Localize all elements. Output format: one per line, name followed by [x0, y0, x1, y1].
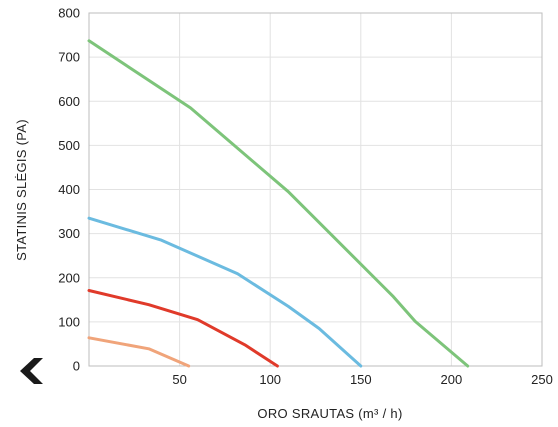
- y-tick-labels: 0 100 200 300 400 500 600 700 800: [58, 6, 80, 374]
- y-tick-label: 500: [58, 138, 80, 153]
- y-tick-label: 800: [58, 6, 80, 21]
- series-line-3: [87, 289, 279, 368]
- grid: [89, 12, 543, 367]
- x-tick-label: 100: [259, 372, 281, 387]
- y-tick-label: 700: [58, 50, 80, 65]
- x-tick-label: 250: [531, 372, 553, 387]
- plot-frame: [88, 12, 543, 367]
- y-tick-label: 300: [58, 226, 80, 241]
- y-tick-label: 200: [58, 270, 80, 285]
- series-line-1: [87, 39, 470, 368]
- chevron-left-icon: [20, 358, 43, 384]
- series-line-4: [87, 336, 191, 368]
- y-axis-title: STATINIS SLĖGIS (PA): [14, 119, 29, 261]
- x-tick-label: 50: [172, 372, 186, 387]
- y-tick-label: 100: [58, 314, 80, 329]
- y-tick-label: 0: [73, 359, 80, 374]
- series-line-2: [87, 216, 363, 368]
- x-tick-labels: 50 100 150 200 250: [172, 372, 552, 387]
- series-group: [87, 39, 470, 368]
- x-tick-label: 150: [350, 372, 372, 387]
- back-button[interactable]: [10, 355, 50, 385]
- x-axis-title: ORO SRAUTAS (m³ / h): [257, 406, 402, 421]
- y-tick-label: 600: [58, 94, 80, 109]
- y-tick-label: 400: [58, 182, 80, 197]
- x-tick-label: 200: [441, 372, 463, 387]
